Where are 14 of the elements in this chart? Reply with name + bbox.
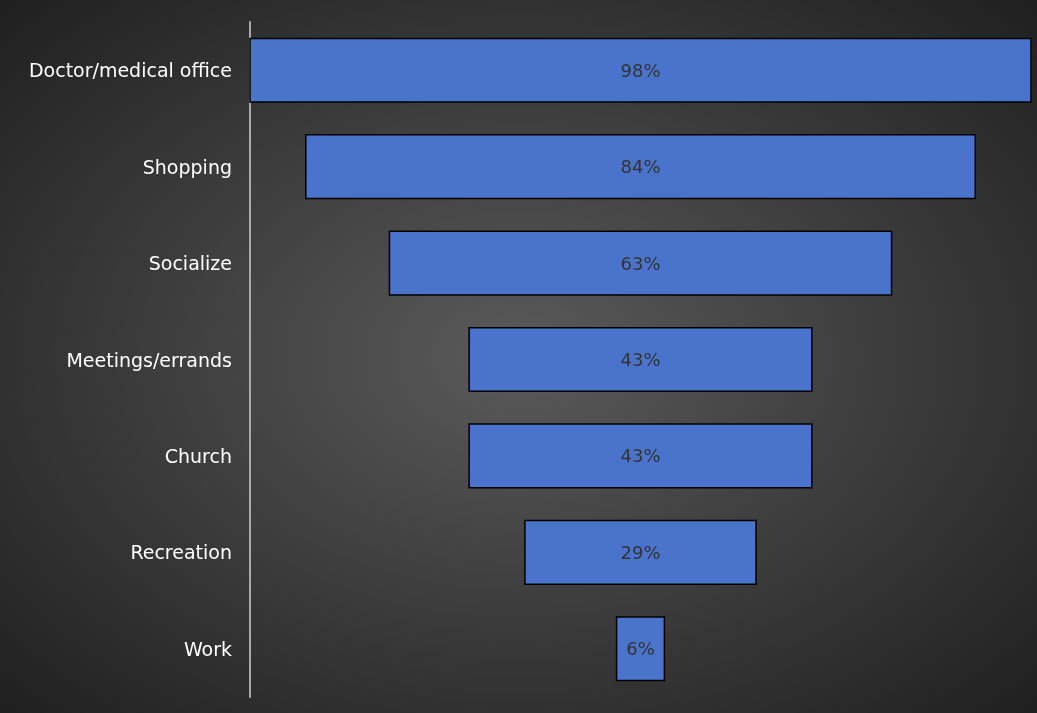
category-label: Shopping (142, 155, 232, 178)
category-label: Church (164, 444, 232, 467)
data-label: 43% (620, 349, 661, 370)
category-label: Work (183, 637, 232, 660)
category-label: Doctor/medical office (28, 59, 232, 82)
data-label: 63% (620, 252, 661, 274)
data-label: 43% (620, 445, 661, 467)
data-label: 84% (620, 156, 661, 178)
data-label: 98% (620, 59, 661, 81)
data-label: 6% (626, 638, 655, 660)
category-label: Recreation (130, 541, 232, 564)
data-label: 29% (620, 541, 661, 563)
category-label: Socialize (148, 252, 232, 275)
category-label: Meetings/errands (66, 348, 232, 371)
